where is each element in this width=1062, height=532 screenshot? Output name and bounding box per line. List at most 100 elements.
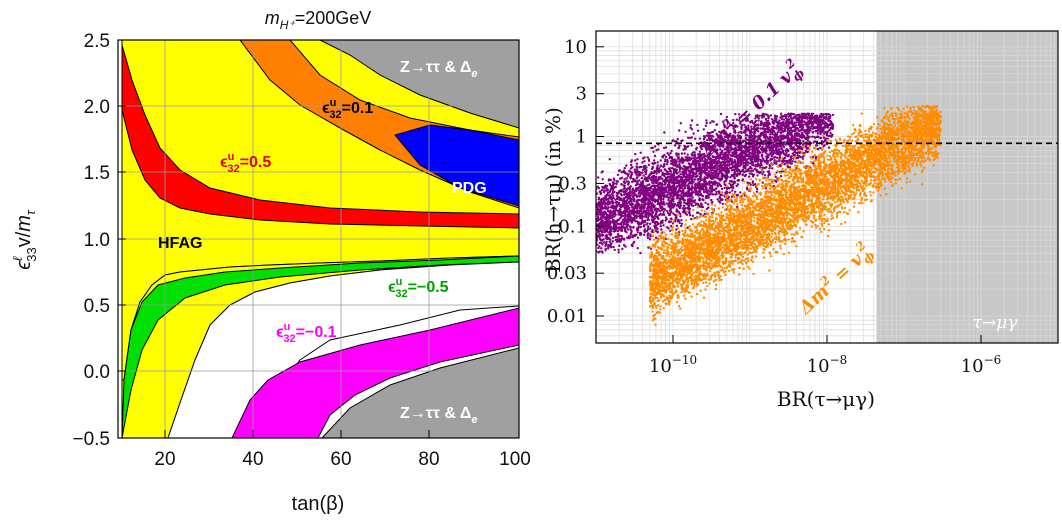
scatter-point [655,199,658,202]
scatter-point [810,120,814,124]
scatter-point [677,184,680,188]
scatter-point [646,236,650,240]
scatter-point [731,189,734,192]
scatter-point [600,247,603,250]
scatter-point [642,195,645,198]
scatter-point [629,214,632,217]
scatter-point [680,185,683,188]
scatter-point [635,233,638,237]
scatter-point [791,146,794,149]
scatter-point [643,160,646,163]
scatter-point [734,112,737,116]
scatter-point [694,161,697,164]
scatter-point [640,181,643,184]
scatter-point [640,165,643,169]
scatter-point [682,204,686,207]
scatter-point [827,119,830,123]
y-tick-label: 0.0 [84,362,110,383]
scatter-point [664,146,668,149]
scatter-point [646,191,649,194]
scatter-point [751,121,754,125]
scatter-point [733,158,736,162]
scatter-point [723,158,726,161]
scatter-point [744,145,747,148]
scatter-point [652,192,655,195]
scatter-point [634,214,638,218]
scatter-point [613,205,617,208]
scatter-point [666,152,669,155]
scatter-point [732,173,736,176]
scatter-point [613,190,616,193]
scatter-point [638,179,641,182]
scatter-point [691,154,694,157]
scatter-point [800,146,803,149]
scatter-point [671,198,675,201]
scatter-point [743,174,746,178]
scatter-point [628,169,631,173]
scatter-point [715,170,718,173]
scatter-point [829,131,832,135]
scatter-point [744,158,747,161]
scatter-point [818,115,822,118]
scatter-point [715,190,718,194]
scatter-point [748,136,751,139]
scatter-point [736,168,739,172]
scatter-point [709,166,712,169]
scatter-point [816,130,819,133]
scatter-point [703,184,706,188]
scatter-point [620,189,623,192]
scatter-point [705,121,708,125]
scatter-point [623,226,626,230]
scatter-point [764,150,767,154]
scatter-point [649,222,652,226]
scatter-point [619,205,623,208]
scatter-point [693,178,697,181]
scatter-point [694,137,697,140]
scatter-point [617,248,620,251]
scatter-point [762,136,766,139]
scatter-point [669,200,672,203]
scatter-point [864,129,867,133]
scatter-point [768,133,772,136]
x-tick-label: 60 [330,449,351,470]
scatter-point [699,175,703,179]
scatter-point [665,189,668,192]
scatter-point [630,221,633,224]
scatter-point [610,185,613,188]
scatter-point [626,214,629,217]
scatter-point [819,118,822,122]
scatter-point [786,155,790,158]
scatter-point [778,156,782,159]
scatter-point [648,238,652,241]
scatter-point [735,151,738,154]
scatter-point [609,178,613,182]
scatter-point [637,204,641,207]
scatter-point [816,132,819,135]
scatter-point [652,150,655,153]
scatter-point [818,123,821,126]
scatter-point [831,113,835,117]
scatter-point [659,165,662,168]
scatter-point [641,219,644,222]
scatter-point [654,189,657,192]
scatter-point [802,142,805,145]
scatter-point [704,159,707,162]
scatter-point [632,208,636,211]
left-chart: mH⁺=200GeV [10,8,531,515]
scatter-point [801,115,804,119]
scatter-point [756,123,760,126]
scatter-point [781,121,785,124]
scatter-point [610,242,613,245]
scatter-point [826,125,830,128]
z-tautau-top-label: Z→ττ & Δe [400,59,478,80]
scatter-point [794,160,797,163]
scatter-point [621,247,624,251]
scatter-point [692,180,695,183]
scatter-point [688,214,692,217]
scatter-point [720,187,724,191]
scatter-point [821,118,824,122]
scatter-point [683,179,686,182]
scatter-point [798,146,801,150]
scatter-point [798,116,801,120]
scatter-point [602,196,605,200]
